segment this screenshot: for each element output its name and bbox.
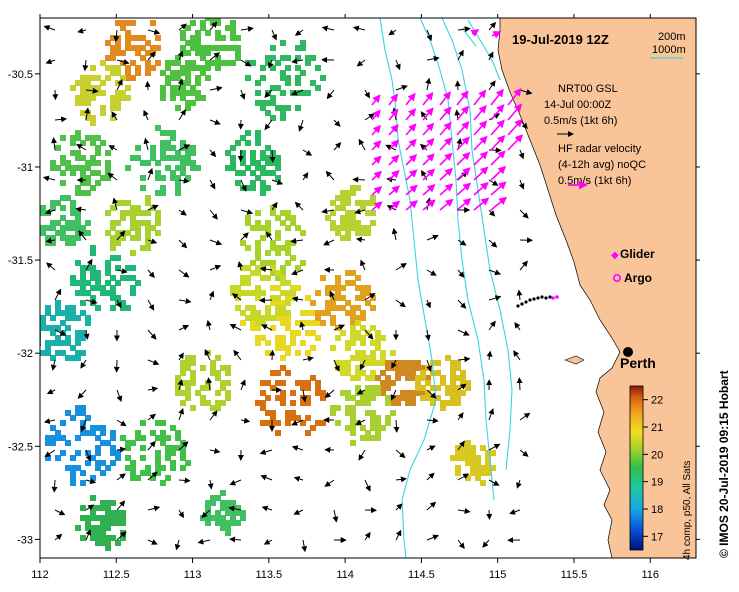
colorbar-tick-label: 20 bbox=[651, 449, 663, 461]
y-tick-label: -32 bbox=[17, 348, 33, 360]
argo-legend-symbol bbox=[612, 273, 621, 282]
plot-frame bbox=[39, 17, 697, 559]
x-tick-label: 114 bbox=[336, 569, 354, 581]
map-title: 19-Jul-2019 12Z bbox=[512, 32, 609, 47]
perth-label: Perth bbox=[620, 355, 656, 371]
glider-legend-label: Glider bbox=[620, 247, 655, 261]
x-tick-label: 116 bbox=[641, 569, 659, 581]
y-tick-label: -32.5 bbox=[8, 441, 33, 453]
glider-latest bbox=[551, 295, 559, 300]
sst-field bbox=[40, 18, 496, 551]
x-tick-label: 114.5 bbox=[408, 569, 435, 581]
hf-radar-arrows bbox=[371, 29, 524, 211]
y-axis: -30.5 -31 -31.5 -32 -32.5 -33 bbox=[8, 69, 700, 546]
colorbar: 22 21 20 19 18 17 4h comp, p50, All Sats bbox=[629, 385, 693, 560]
model-current-arrows bbox=[42, 21, 533, 553]
y-tick-label: -31.5 bbox=[8, 255, 33, 267]
x-tick-label: 113 bbox=[184, 569, 202, 581]
isobath-200m-label: 200m bbox=[658, 31, 686, 43]
y-tick-label: -31 bbox=[17, 162, 33, 174]
perth-marker bbox=[623, 347, 633, 357]
island bbox=[564, 355, 585, 365]
radar-label-line2: (4-12h avg) noQC bbox=[558, 159, 646, 171]
colorbar-tick-label: 17 bbox=[651, 531, 663, 543]
model-label-line1: NRT00 GSL bbox=[558, 83, 618, 95]
radar-label-line3: 0.5m/s (1kt 6h) bbox=[558, 175, 631, 187]
y-tick-label: -33 bbox=[17, 534, 33, 546]
x-tick-label: 113.5 bbox=[255, 569, 282, 581]
x-tick-label: 112.5 bbox=[103, 569, 130, 581]
isobath-1000m-label: 1000m bbox=[652, 44, 686, 56]
argo-legend-label: Argo bbox=[624, 271, 652, 285]
glider-track bbox=[516, 295, 552, 308]
colorbar-tick-label: 22 bbox=[651, 395, 663, 407]
colorbar-tick-label: 19 bbox=[651, 477, 663, 489]
credit-text: © IMOS 20-Jul-2019 09:15 Hobart bbox=[717, 370, 731, 558]
colorbar-tick-label: 18 bbox=[651, 504, 663, 516]
x-tick-label: 115 bbox=[489, 569, 507, 581]
model-label-line2: 14-Jul 00:00Z bbox=[544, 99, 612, 111]
model-label-line3: 0.5m/s (1kt 6h) bbox=[544, 115, 617, 127]
x-axis: 112 112.5 113 113.5 114 114.5 115 115.5 116 bbox=[31, 14, 659, 581]
x-tick-label: 112 bbox=[31, 569, 49, 581]
x-tick-label: 115.5 bbox=[561, 569, 588, 581]
radar-label-line1: HF radar velocity bbox=[558, 143, 642, 155]
colorbar-tick-label: 21 bbox=[651, 422, 663, 434]
colorbar-label: 4h comp, p50, All Sats bbox=[682, 460, 693, 560]
glider-legend-symbol: ◆ bbox=[611, 250, 619, 261]
y-tick-label: -30.5 bbox=[8, 69, 33, 81]
